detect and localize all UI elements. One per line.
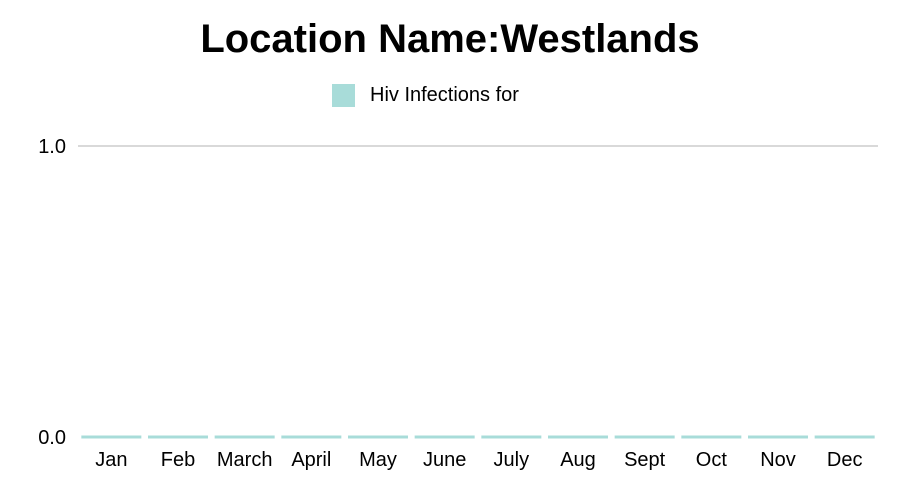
plot-area: 0.0 1.0 Jan Feb March April May June July Aug Sept…: [38, 136, 878, 471]
bar: [281, 435, 342, 439]
x-tick-label: Aug: [560, 449, 596, 471]
bar: [81, 435, 142, 439]
bar: [681, 435, 742, 439]
legend-label: Hiv Infections for: [370, 84, 519, 106]
bar: [814, 435, 875, 439]
y-tick-label: 0.0: [38, 427, 66, 449]
legend: Hiv Infections for: [332, 84, 519, 107]
x-tick-label: March: [217, 449, 273, 471]
bar: [214, 435, 275, 439]
x-tick-label: May: [359, 449, 397, 471]
bar: [148, 435, 208, 439]
bar: [748, 435, 808, 439]
x-tick-label: June: [423, 449, 466, 471]
x-tick-label: Sept: [624, 449, 666, 471]
x-tick-label: July: [494, 449, 530, 471]
bar: [348, 435, 408, 439]
x-tick-label: Oct: [696, 449, 728, 471]
x-tick-label: April: [291, 449, 331, 471]
x-tick-label: Jan: [95, 449, 127, 471]
bar: [414, 435, 475, 439]
chart-title: Location Name:Westlands: [200, 17, 699, 61]
x-tick-label: Feb: [161, 449, 195, 471]
bar: [614, 435, 675, 439]
x-tick-label: Nov: [760, 449, 796, 471]
legend-swatch: [332, 84, 355, 107]
y-tick-label: 1.0: [38, 136, 66, 158]
bar: [481, 435, 542, 439]
bar: [548, 435, 608, 439]
x-tick-label: Dec: [827, 449, 863, 471]
